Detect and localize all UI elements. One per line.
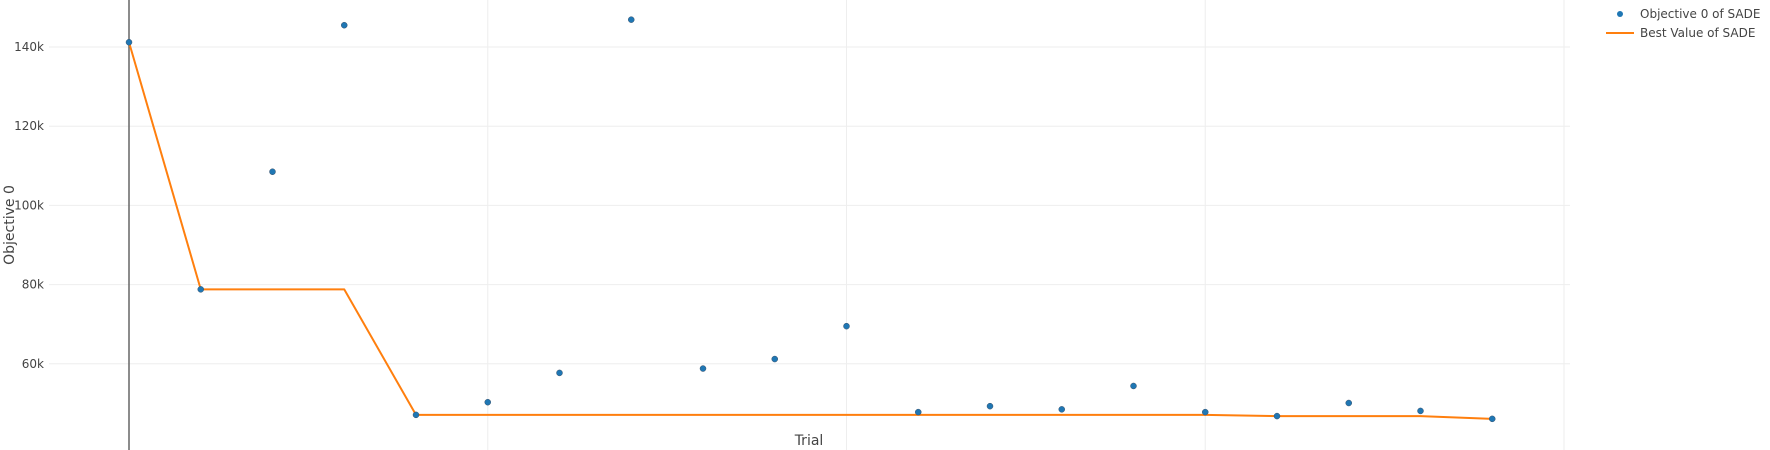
x-axis-title: Trial xyxy=(794,433,824,449)
y-tick-label: 120k xyxy=(14,119,44,133)
legend-label-line: Best Value of SADE xyxy=(1640,26,1755,40)
data-point xyxy=(341,21,348,29)
data-point xyxy=(1130,382,1137,390)
y-tick-label: 80k xyxy=(22,278,44,292)
y-tick-label: 60k xyxy=(22,357,44,371)
data-point xyxy=(628,16,635,23)
series-line-best-value xyxy=(128,41,1493,420)
data-point xyxy=(197,286,204,293)
data-point xyxy=(125,38,133,46)
legend[interactable]: Objective 0 of SADE Best Value of SADE xyxy=(1606,7,1760,40)
data-point xyxy=(1273,412,1281,420)
data-point xyxy=(556,369,563,377)
grid-layer xyxy=(49,0,1570,450)
legend-label-points: Objective 0 of SADE xyxy=(1640,7,1760,21)
data-point xyxy=(699,365,707,372)
axis-layer: 60k 80k 100k 120k 140k xyxy=(14,0,130,450)
data-point xyxy=(269,168,276,175)
data-point xyxy=(915,408,922,416)
data-point xyxy=(1417,407,1424,415)
data-point xyxy=(484,398,491,406)
y-tick-label: 140k xyxy=(14,40,44,54)
y-tick-label: 100k xyxy=(14,198,44,212)
data-point xyxy=(986,402,994,410)
data-point xyxy=(1345,399,1352,407)
data-point xyxy=(843,322,850,330)
data-layer xyxy=(125,16,1496,423)
data-point xyxy=(771,355,778,363)
data-point xyxy=(1489,415,1496,423)
data-point xyxy=(1202,408,1209,416)
y-axis-title: Objective 0 xyxy=(2,185,18,265)
legend-marker-points xyxy=(1617,11,1623,17)
data-point xyxy=(412,411,420,419)
data-point xyxy=(1058,406,1065,413)
